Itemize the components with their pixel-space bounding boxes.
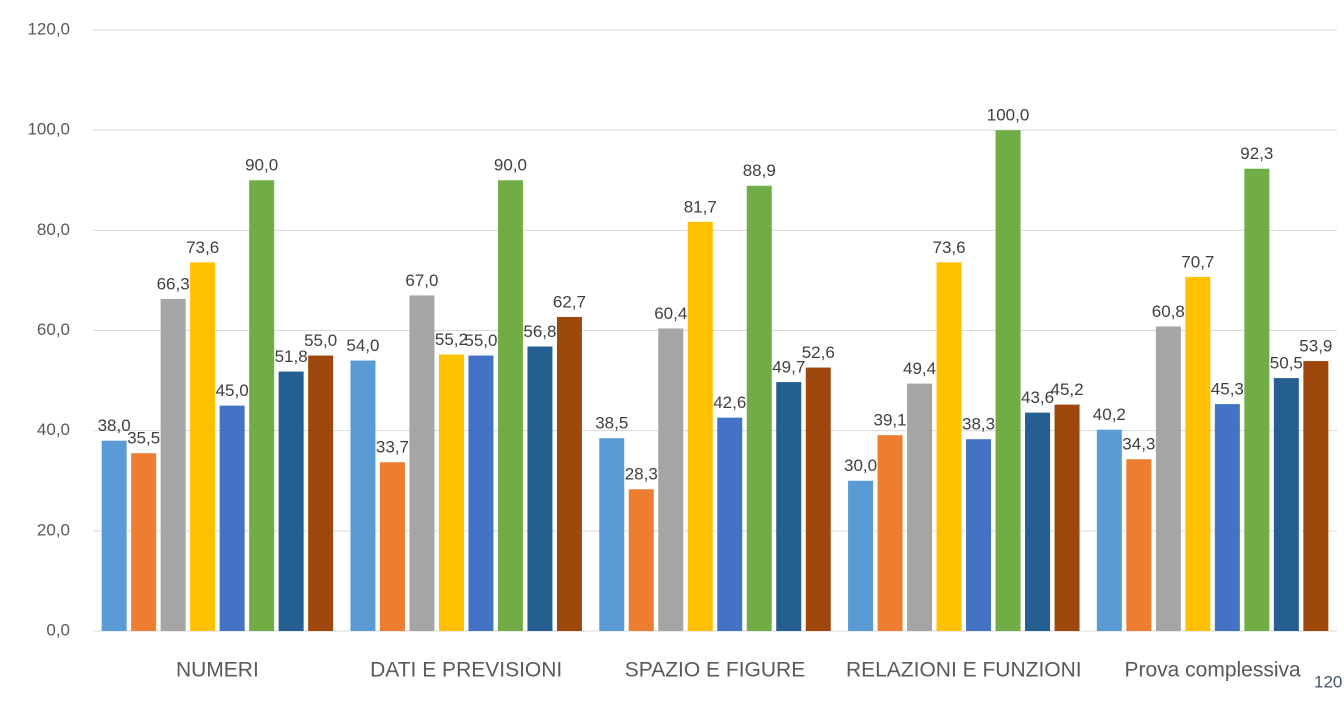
y-tick-label: 60,0 bbox=[37, 320, 70, 339]
x-tick-label: DATI E PREVISIONI bbox=[370, 659, 562, 682]
value-label: 39,1 bbox=[874, 411, 907, 430]
value-label: 62,7 bbox=[553, 292, 586, 311]
y-tick-label: 120,0 bbox=[27, 19, 70, 38]
value-label: 81,7 bbox=[684, 197, 717, 216]
value-label: 55,0 bbox=[464, 331, 497, 350]
bar bbox=[527, 346, 553, 631]
value-label: 100,0 bbox=[987, 106, 1030, 125]
value-label: 56,8 bbox=[523, 322, 556, 341]
bar bbox=[628, 489, 654, 631]
bar bbox=[746, 185, 772, 632]
x-tick-label: NUMERI bbox=[176, 659, 259, 682]
value-label: 38,3 bbox=[962, 415, 995, 434]
value-label: 73,6 bbox=[186, 238, 219, 257]
bar bbox=[1244, 168, 1270, 631]
bar bbox=[190, 262, 216, 631]
bar bbox=[805, 367, 831, 631]
bar bbox=[160, 298, 186, 631]
bar bbox=[1025, 412, 1051, 631]
value-label: 45,3 bbox=[1211, 380, 1244, 399]
bar bbox=[687, 221, 713, 632]
bar bbox=[717, 417, 743, 631]
value-label: 49,7 bbox=[772, 358, 805, 377]
bar bbox=[907, 383, 933, 631]
value-label: 28,3 bbox=[625, 465, 658, 484]
bar bbox=[379, 462, 405, 631]
x-tick-label: Prova complessiva bbox=[1124, 659, 1301, 682]
value-label: 45,2 bbox=[1051, 380, 1084, 399]
value-label: 30,0 bbox=[844, 456, 877, 475]
bar bbox=[1054, 404, 1080, 631]
bar bbox=[995, 130, 1021, 631]
bar bbox=[308, 355, 334, 631]
value-label: 55,0 bbox=[304, 331, 337, 350]
value-label: 43,6 bbox=[1021, 388, 1054, 407]
bar bbox=[131, 453, 157, 631]
bar bbox=[936, 262, 962, 631]
bar bbox=[658, 328, 684, 631]
bar bbox=[249, 180, 275, 631]
y-tick-label: 100,0 bbox=[27, 120, 70, 139]
value-label: 88,9 bbox=[743, 161, 776, 180]
bar bbox=[599, 438, 625, 631]
value-label: 42,6 bbox=[713, 393, 746, 412]
bar bbox=[776, 382, 802, 631]
value-label: 40,2 bbox=[1093, 405, 1126, 424]
value-label: 66,3 bbox=[157, 274, 190, 293]
bar bbox=[848, 480, 874, 631]
bar bbox=[1273, 378, 1299, 631]
value-label: 33,7 bbox=[376, 438, 409, 457]
value-label: 38,5 bbox=[595, 414, 628, 433]
value-label: 50,5 bbox=[1270, 354, 1303, 373]
bar bbox=[1303, 361, 1329, 631]
value-label: 73,6 bbox=[933, 238, 966, 257]
value-label: 45,0 bbox=[216, 381, 249, 400]
value-label: 90,0 bbox=[245, 156, 278, 175]
bar bbox=[219, 405, 245, 631]
bar bbox=[497, 180, 523, 631]
value-label: 60,8 bbox=[1152, 302, 1185, 321]
bar bbox=[877, 435, 903, 631]
value-label: 38,0 bbox=[98, 416, 131, 435]
y-tick-label: 20,0 bbox=[37, 520, 70, 539]
bar bbox=[409, 295, 435, 631]
bar bbox=[966, 439, 992, 631]
bar bbox=[278, 371, 304, 631]
bar bbox=[1155, 326, 1181, 631]
value-label: 52,6 bbox=[802, 343, 835, 362]
bar bbox=[350, 360, 376, 631]
value-label: 51,8 bbox=[275, 347, 308, 366]
value-label: 53,9 bbox=[1299, 337, 1332, 356]
value-label: 49,4 bbox=[903, 359, 936, 378]
value-label: 34,3 bbox=[1122, 435, 1155, 454]
bar bbox=[1126, 459, 1152, 631]
bar bbox=[1214, 404, 1240, 631]
bar bbox=[101, 440, 127, 631]
annotation: 120,0 bbox=[1314, 672, 1344, 691]
value-label: 67,0 bbox=[405, 271, 438, 290]
bar bbox=[1096, 429, 1122, 631]
y-tick-label: 0,0 bbox=[46, 620, 70, 639]
bar bbox=[438, 354, 464, 631]
bar bbox=[1185, 276, 1211, 631]
value-label: 54,0 bbox=[346, 336, 379, 355]
value-label: 60,4 bbox=[654, 304, 687, 323]
value-label: 92,3 bbox=[1240, 144, 1273, 163]
x-tick-label: SPAZIO E FIGURE bbox=[625, 659, 805, 682]
x-tick-label: RELAZIONI E FUNZIONI bbox=[846, 659, 1082, 682]
bar bbox=[468, 355, 494, 631]
value-label: 55,2 bbox=[435, 330, 468, 349]
y-tick-label: 80,0 bbox=[37, 220, 70, 239]
bar bbox=[556, 316, 582, 631]
value-label: 70,7 bbox=[1181, 252, 1214, 271]
value-label: 90,0 bbox=[494, 156, 527, 175]
y-tick-label: 40,0 bbox=[37, 420, 70, 439]
value-label: 35,5 bbox=[127, 429, 160, 448]
